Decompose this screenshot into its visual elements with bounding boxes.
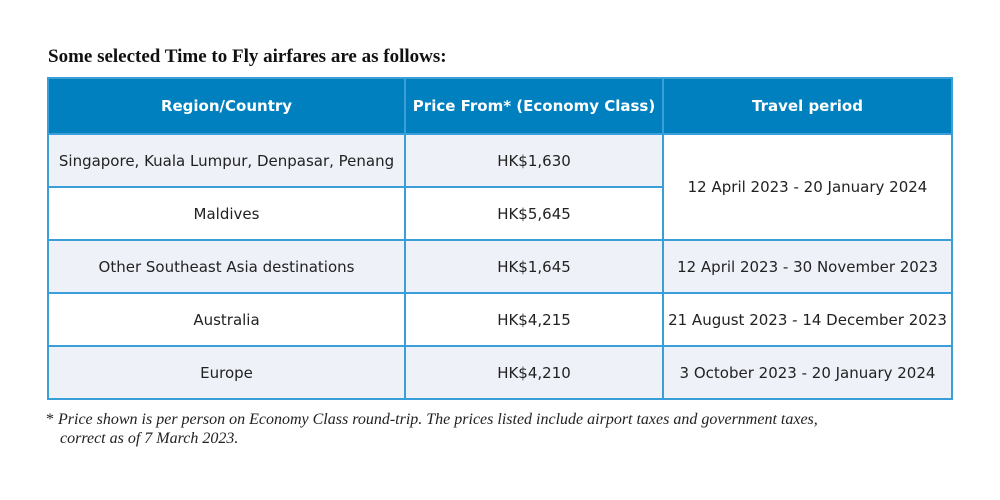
footnote-symbol: *: [46, 411, 54, 428]
cell-price: HK$4,215: [404, 292, 664, 347]
table-row: Australia HK$4,215 21 August 2023 - 14 D…: [47, 292, 953, 347]
footnote-line2: correct as of 7 March 2023.: [60, 430, 239, 447]
table-row: Europe HK$4,210 3 October 2023 - 20 Janu…: [47, 345, 953, 400]
table-row: Other Southeast Asia destinations HK$1,6…: [47, 239, 953, 294]
cell-region: Other Southeast Asia destinations: [47, 239, 406, 294]
footnote: * Price shown is per person on Economy C…: [46, 410, 946, 448]
cell-period: 12 April 2023 - 20 January 2024: [662, 133, 953, 241]
cell-region: Europe: [47, 345, 406, 400]
cell-period: 21 August 2023 - 14 December 2023: [662, 292, 953, 347]
cell-price: HK$1,645: [404, 239, 664, 294]
header-region: Region/Country: [47, 77, 406, 135]
footnote-line1: Price shown is per person on Economy Cla…: [58, 411, 818, 428]
header-period: Travel period: [662, 77, 953, 135]
cell-price: HK$5,645: [404, 186, 664, 241]
cell-price: HK$1,630: [404, 133, 664, 188]
table-row: Maldives HK$5,645: [47, 186, 952, 241]
cell-region: Singapore, Kuala Lumpur, Denpasar, Penan…: [47, 133, 406, 188]
table-header-row: Region/Country Price From* (Economy Clas…: [47, 77, 953, 135]
table-row: Singapore, Kuala Lumpur, Denpasar, Penan…: [47, 133, 953, 241]
cell-region: Maldives: [47, 186, 406, 241]
cell-region: Australia: [47, 292, 406, 347]
cell-price: HK$4,210: [404, 345, 664, 400]
page-title: Some selected Time to Fly airfares are a…: [48, 46, 447, 67]
cell-period: 3 October 2023 - 20 January 2024: [662, 345, 953, 400]
cell-period: 12 April 2023 - 30 November 2023: [662, 239, 953, 294]
header-price: Price From* (Economy Class): [404, 77, 664, 135]
airfare-table: Region/Country Price From* (Economy Clas…: [47, 77, 953, 400]
